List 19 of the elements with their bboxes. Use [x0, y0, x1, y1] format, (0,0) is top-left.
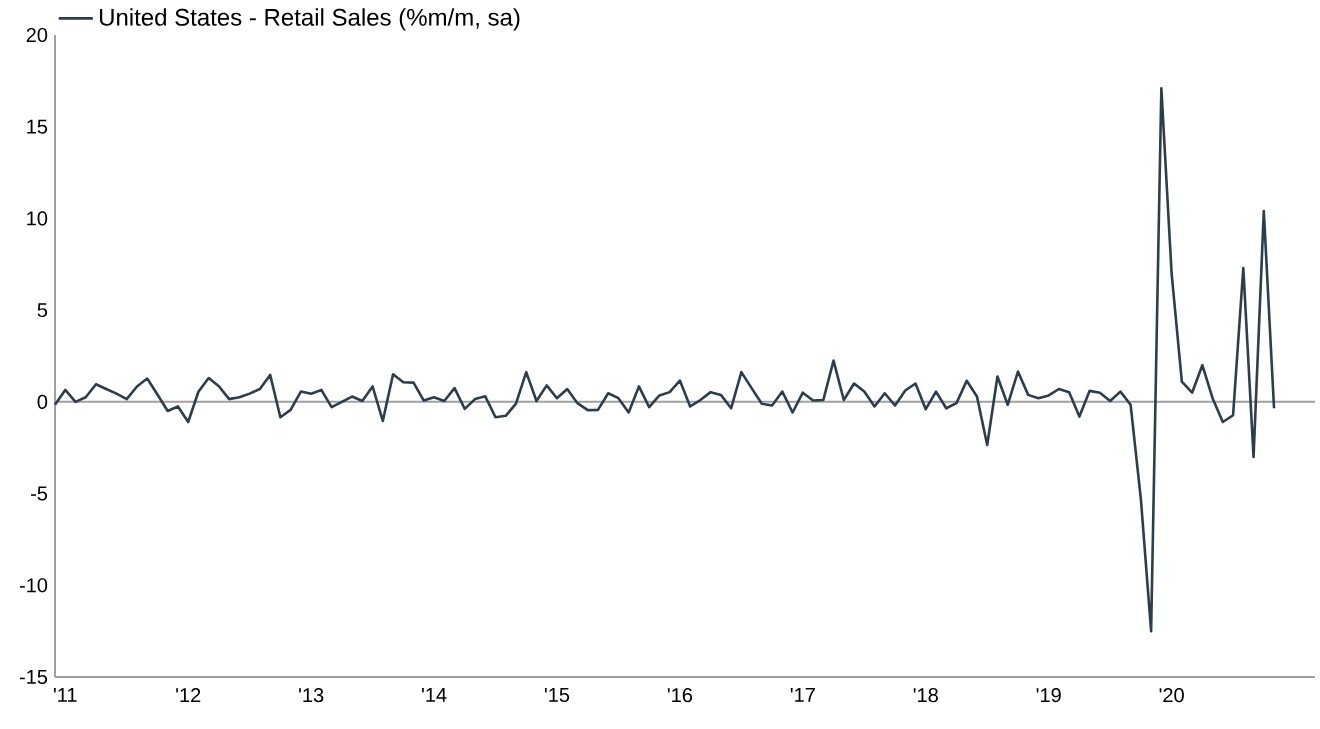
x-tick-label: '16 [667, 688, 693, 703]
x-tick-label: '15 [544, 688, 570, 703]
y-tick-label: -15 [19, 670, 48, 684]
y-tick-label: 5 [37, 303, 48, 318]
y-tick-label: 20 [26, 27, 48, 43]
x-tick-label: '17 [790, 688, 815, 702]
y-tick-label: 10 [27, 211, 48, 226]
x-tick-label: '13 [299, 688, 324, 703]
x-tick-label: '20 [1159, 688, 1184, 703]
y-tick-label: 15 [27, 119, 48, 134]
legend-label: United States - Retail Sales (%m/m, sa) [100, 8, 520, 31]
x-tick-label: '19 [1036, 688, 1061, 703]
x-tick-label: '14 [422, 688, 447, 702]
x-tick-label: '11 [53, 688, 77, 702]
x-tick-label: '18 [913, 688, 938, 703]
x-tick-label: '12 [176, 688, 201, 703]
y-tick-label: -5 [31, 486, 48, 501]
y-tick-label: 0 [37, 394, 48, 409]
y-tick-label: -10 [19, 578, 48, 593]
